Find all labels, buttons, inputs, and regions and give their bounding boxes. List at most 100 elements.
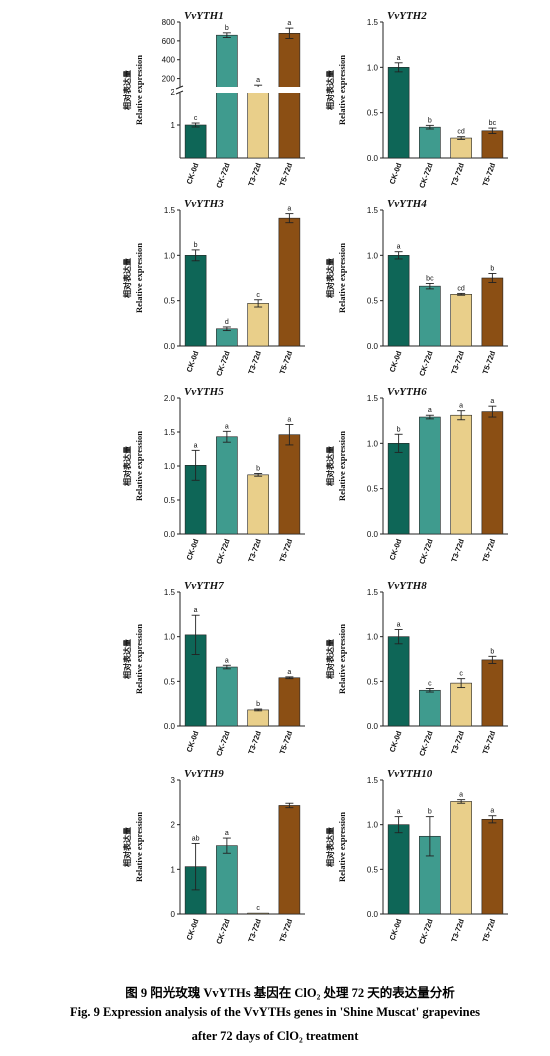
significance-letter: b [256,701,260,708]
x-tick-label: T5-72d [278,537,295,563]
x-tick-label: CK-0d [184,161,200,185]
bar-T5-72d [278,33,301,159]
bar-T5-72d [278,434,301,535]
chart-title: VvYTH7 [184,580,224,592]
significance-letter: a [397,244,401,251]
x-tick-label: CK-72d [214,349,232,377]
y-tick-label: 0.0 [367,530,379,539]
chart-panel-8: VvYTH8 相对表达量 Relative expression 0.0 0.5 1.0 1… [325,580,508,757]
y-tick-label: 1.0 [367,63,379,72]
chart-title: VvYTH1 [184,10,224,22]
x-tick-label: CK-72d [417,349,435,377]
y-tick-label: 600 [162,37,176,46]
y-axis-label: Relative expression [134,55,144,125]
bar-T3-72d [247,87,269,159]
y-tick-label: 1.5 [164,588,176,597]
x-tick-label: T3-72d [246,729,263,755]
y-tick-label: 2.0 [164,394,176,403]
significance-letter: bc [489,120,497,127]
y-tick-label: 1.0 [164,633,176,642]
chart-title: VvYTH8 [387,580,427,592]
bar-T3-72d [450,414,472,535]
bar-CK-72d [419,285,441,347]
chart-title: VvYTH2 [387,10,427,22]
y-axis-label: Relative expression [337,624,347,694]
x-tick-label: T5-72d [278,349,295,375]
y-tick-label: 0 [171,910,176,919]
significance-letter: bc [426,275,434,282]
bar-CK-72d [216,34,238,159]
y-tick-label: 1.0 [164,251,176,260]
x-tick-label: CK-0d [387,161,403,185]
chart-panel-9: VvYTH9 相对表达量 Relative expression 0 1 2 3 ab CK-0… [122,768,305,945]
significance-letter: a [459,403,463,410]
x-tick-label: T5-72d [278,161,295,187]
chart-panel-2: VvYTH2 相对表达量 Relative expression 0.0 0.5 1.0 1… [325,10,508,189]
y-tick-label: 0.5 [367,485,379,494]
y-axis-label: Relative expression [337,431,347,501]
bar-T5-72d [481,819,504,915]
significance-letter: b [490,265,494,272]
chart-title: VvYTH9 [184,768,224,780]
y-tick-label: 1.5 [164,428,176,437]
y-tick-label: 1.5 [367,18,379,27]
x-tick-label: CK-0d [387,729,403,753]
y-tick-label: 1.0 [367,821,379,830]
chart-title: VvYTH3 [184,198,224,210]
bar-T3-72d [450,294,472,347]
chart-title: VvYTH5 [184,386,224,398]
y-tick-label: 1 [171,865,176,874]
x-tick-label: CK-72d [214,917,232,945]
x-tick-label: CK-0d [184,349,200,373]
significance-letter: b [428,117,432,124]
significance-letter: b [194,242,198,249]
bar-T3-72d [247,912,269,915]
bar-T5-72d [481,411,504,535]
y-axis-label-zh: 相对表达量 [325,446,335,486]
axis-break-gap [174,87,305,93]
significance-letter: a [490,808,494,815]
y-axis-label: Relative expression [134,624,144,694]
x-tick-label: CK-72d [417,729,435,757]
chart-panel-4: VvYTH4 相对表达量 Relative expression 0.0 0.5 1.0 1… [325,198,508,377]
bar-CK-0d [184,255,207,347]
significance-letter: c [194,115,198,122]
significance-letter: b [225,25,229,32]
significance-letter: b [397,426,401,433]
y-tick-label: 200 [162,75,176,84]
x-tick-label: CK-0d [184,917,200,941]
bar-CK-72d [216,666,238,727]
bar-T5-72d [481,130,504,159]
x-tick-label: CK-0d [387,537,403,561]
y-tick-label: 0.0 [164,530,176,539]
y-tick-label: 2 [171,821,176,830]
significance-letter: a [397,622,401,629]
y-axis-label: Relative expression [134,431,144,501]
significance-letter: a [397,55,401,62]
x-tick-label: T3-72d [246,161,263,187]
significance-letter: b [490,648,494,655]
chart-panel-5: VvYTH5 相对表达量 Relative expression 0.0 0.5 1.0 1… [122,386,305,565]
axis-break-mark [175,90,184,95]
significance-letter: c [256,292,260,299]
y-tick-label: 1 [171,121,176,130]
x-tick-label: CK-72d [214,161,232,189]
y-tick-label: 0.0 [367,910,379,919]
bar-T3-72d [450,682,472,727]
chart-title: VvYTH10 [387,768,433,780]
chart-title: VvYTH4 [387,198,427,210]
significance-letter: a [194,442,198,449]
bar-T3-72d [450,801,472,915]
x-tick-label: T5-72d [278,917,295,943]
bar-T3-72d [247,303,269,347]
significance-letter: a [287,20,291,27]
y-tick-label: 0.5 [367,109,379,118]
y-tick-label: 2 [171,88,176,97]
y-axis-label-zh: 相对表达量 [325,639,335,679]
x-tick-label: T3-72d [246,917,263,943]
y-tick-label: 0.5 [367,297,379,306]
significance-letter: cd [457,129,465,136]
y-tick-label: 1.0 [367,633,379,642]
significance-letter: c [459,671,463,678]
x-tick-label: CK-0d [387,349,403,373]
